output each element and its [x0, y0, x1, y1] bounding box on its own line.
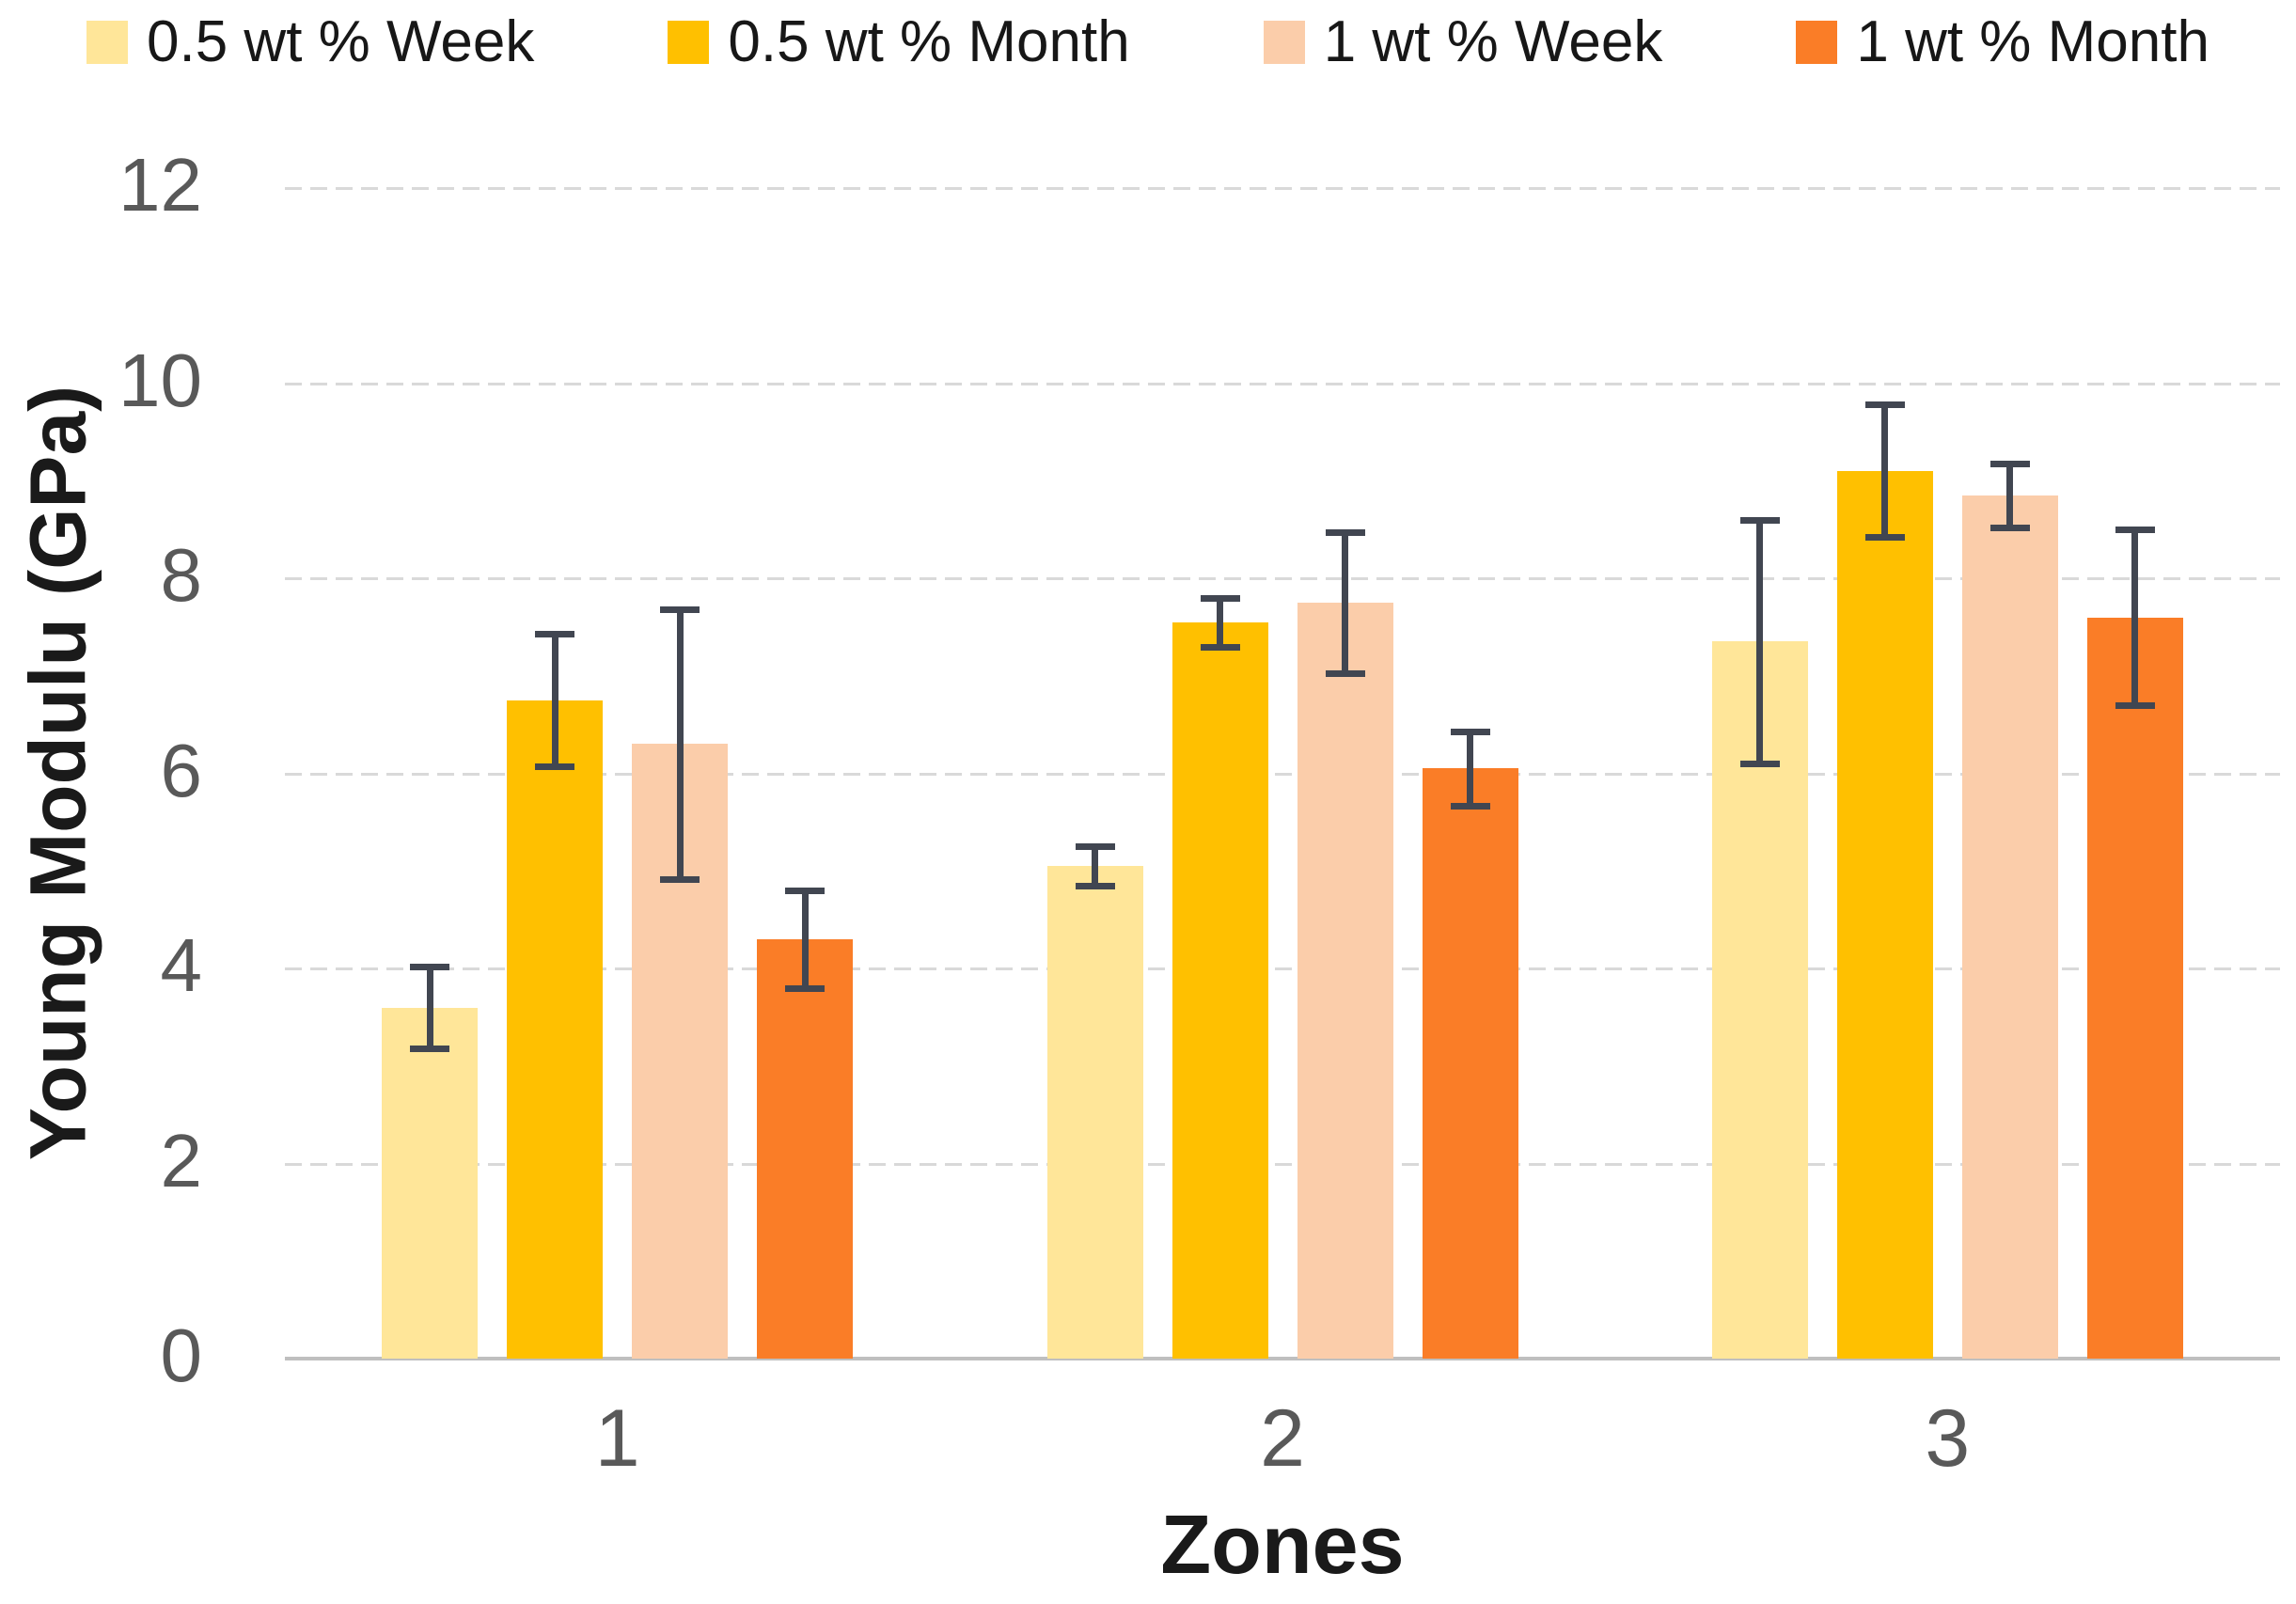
legend-label: 1 wt % Month — [1856, 9, 2210, 74]
error-bar-line — [1756, 519, 1764, 764]
legend-swatch — [1263, 21, 1305, 64]
error-bar-cap-top — [535, 631, 575, 638]
error-bar-line — [801, 890, 809, 988]
error-bar-cap-top — [1325, 529, 1365, 537]
y-tick-label: 10 — [118, 338, 202, 422]
y-tick-label: 0 — [160, 1313, 203, 1397]
error-bar-line — [551, 634, 558, 767]
legend-swatch — [86, 21, 128, 64]
error-bar-cap-bottom — [1325, 669, 1365, 677]
error-bar-line — [426, 966, 433, 1049]
error-bar-cap-top — [1864, 401, 1905, 409]
x-axis-line — [285, 1357, 2280, 1360]
y-tick-label: 2 — [160, 1118, 203, 1203]
y-tick-label: 8 — [160, 532, 203, 617]
error-bar-cap-top — [1989, 460, 2030, 467]
bar — [1422, 768, 1518, 1359]
error-bar-cap-bottom — [1989, 525, 2030, 532]
gridline — [285, 967, 2280, 970]
error-bar-cap-bottom — [535, 763, 575, 771]
legend-item: 0.5 wt % Month — [668, 9, 1130, 74]
y-tick-label: 6 — [160, 728, 203, 812]
bar — [1046, 866, 1143, 1359]
error-bar-cap-bottom — [660, 875, 700, 883]
error-bar-line — [2131, 529, 2139, 705]
x-axis-title: Zones — [1160, 1498, 1405, 1591]
bar — [507, 700, 604, 1359]
error-bar-line — [1467, 731, 1473, 806]
error-bar-cap-top — [1200, 594, 1240, 602]
error-bar-cap-bottom — [1075, 882, 1115, 889]
gridline — [285, 1162, 2280, 1166]
error-bar-cap-bottom — [1200, 643, 1240, 651]
legend-swatch — [668, 21, 710, 64]
error-bar-line — [2006, 463, 2014, 528]
chart-legend: 0.5 wt % Week 0.5 wt % Month 1 wt % Week 1 … — [0, 13, 2296, 71]
bar — [1961, 495, 2058, 1359]
bar — [757, 938, 854, 1359]
error-bar-cap-top — [1450, 728, 1490, 735]
error-bar-cap-bottom — [2115, 701, 2155, 709]
y-tick-label: 12 — [118, 142, 202, 227]
bar — [1297, 602, 1393, 1359]
error-bar-cap-bottom — [1450, 802, 1490, 810]
error-bar-cap-top — [410, 963, 450, 970]
error-bar-line — [1092, 846, 1098, 886]
error-bar-cap-bottom — [410, 1046, 450, 1053]
legend-item: 1 wt % Month — [1796, 13, 2210, 71]
gridline — [285, 382, 2280, 385]
legend-label: 0.5 wt % Week — [147, 9, 535, 74]
legend-item: 1 wt % Week — [1263, 9, 1663, 74]
x-tick-label: 3 — [1925, 1393, 1971, 1484]
legend-swatch — [1796, 21, 1838, 64]
gridline — [285, 577, 2280, 580]
x-tick-label: 2 — [1260, 1393, 1305, 1484]
bar — [2086, 617, 2183, 1359]
y-tick-label: 4 — [160, 922, 203, 1007]
error-bar-cap-bottom — [1864, 534, 1905, 542]
error-bar-cap-top — [660, 606, 700, 614]
error-bar-line — [1342, 532, 1348, 673]
gridline — [285, 187, 2280, 190]
error-bar-cap-bottom — [1739, 761, 1780, 768]
error-bar-line — [1217, 597, 1223, 647]
error-bar-cap-top — [1075, 843, 1115, 851]
error-bar-line — [1881, 404, 1889, 538]
error-bar-cap-top — [1739, 516, 1780, 524]
legend-label: 1 wt % Week — [1323, 9, 1663, 74]
x-tick-label: 1 — [594, 1393, 640, 1484]
error-bar-cap-top — [2115, 527, 2155, 534]
error-bar-line — [676, 609, 684, 879]
bar — [382, 1007, 479, 1359]
bar — [1172, 621, 1268, 1359]
legend-item: 0.5 wt % Week — [86, 13, 534, 71]
legend-label: 0.5 wt % Month — [728, 9, 1130, 74]
gridline — [285, 772, 2280, 776]
bar — [1836, 470, 1933, 1359]
error-bar-cap-bottom — [785, 984, 826, 992]
error-bar-cap-top — [785, 888, 826, 894]
